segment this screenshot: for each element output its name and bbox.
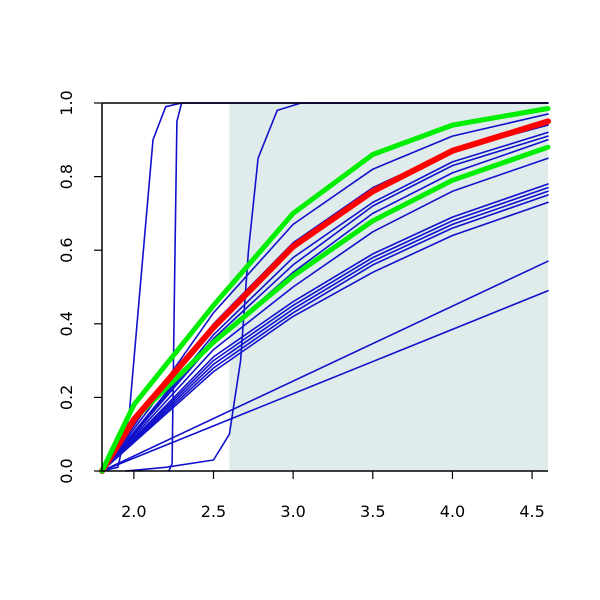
- series-line-5: [101, 260, 549, 472]
- y-tick-label: 1.0: [57, 90, 76, 115]
- series-line-4: [101, 289, 549, 472]
- x-tick-label: 4.5: [519, 502, 544, 521]
- x-tick-label: 2.0: [121, 502, 146, 521]
- y-tick-label: 0.2: [57, 385, 76, 410]
- series-line-10: [101, 183, 549, 472]
- y-tick-label: 0.4: [57, 311, 76, 336]
- series-line-11: [101, 157, 549, 472]
- series-line-9: [101, 186, 549, 472]
- x-tick-label: 3.0: [280, 502, 305, 521]
- x-tick-label: 4.0: [440, 502, 465, 521]
- series-line-19: [99, 106, 551, 474]
- x-tick-label: 2.5: [201, 502, 226, 521]
- y-tick-label: 0.6: [57, 237, 76, 262]
- series-line-16: [101, 113, 549, 472]
- series-line-6: [101, 201, 549, 472]
- series-line-8: [101, 190, 549, 472]
- series-layer: [99, 102, 551, 474]
- y-tick-label: 0.8: [57, 164, 76, 189]
- y-tick-label: 0.0: [57, 458, 76, 483]
- axes-layer: 2.0 2.5 3.0 3.5 4.0 4.5 0.0 0.2 0.4 0.6 0.8 1.0: [57, 90, 548, 521]
- x-tick-label: 3.5: [360, 502, 385, 521]
- series-line-7: [101, 194, 549, 472]
- series-line-18: [99, 118, 551, 474]
